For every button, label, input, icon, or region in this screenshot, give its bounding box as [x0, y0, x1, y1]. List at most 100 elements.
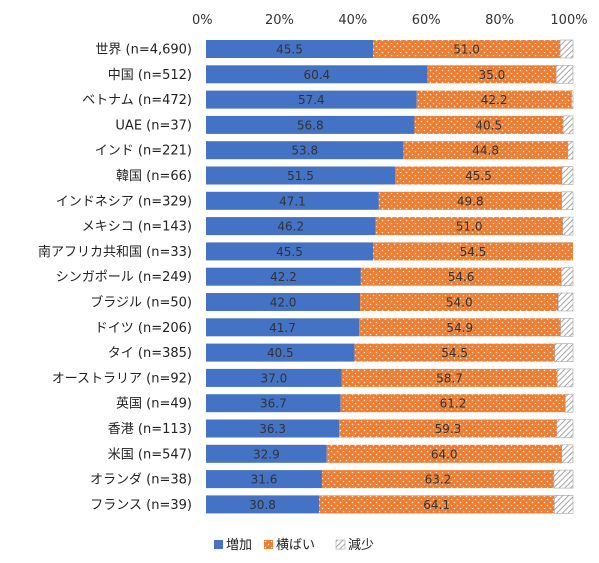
legend-label: 横ばい: [276, 538, 315, 553]
legend: 増加 横ばい 減少: [214, 537, 374, 553]
category-label: フランス (n=39): [90, 498, 192, 513]
bar-segment-2: [341, 368, 558, 387]
category-label: 韓国 (n=66): [116, 169, 192, 184]
bar-value-label: 54.0: [446, 296, 473, 310]
bar-value-label: 58.7: [436, 371, 463, 385]
bar-segment-2: [375, 217, 563, 236]
bar-value-label: 61.2: [440, 397, 467, 411]
bar-value-label: 51.0: [453, 43, 480, 57]
bar-value-label: 41.7: [269, 321, 296, 335]
bar-segment-3: [561, 166, 574, 185]
bar-segment-3: [553, 469, 574, 489]
bar-segment-1: [206, 141, 404, 160]
bars: [206, 39, 574, 514]
bar-segment-1: [206, 166, 396, 185]
bar-value-label: 40.5: [267, 346, 294, 360]
bar-value-label: 51.0: [456, 220, 483, 234]
category-label: シンガポール (n=249): [56, 270, 192, 285]
bar-value-label: 36.7: [260, 397, 287, 411]
bar-segment-2: [359, 318, 561, 337]
bar-value-label: 59.3: [435, 422, 462, 436]
category-label: ベトナム (n=472): [82, 93, 192, 108]
x-tick-label: 80%: [485, 13, 514, 28]
bar-value-label: 64.1: [423, 498, 450, 512]
bar-segment-2: [403, 141, 568, 160]
bar-value-label: 56.8: [297, 118, 324, 132]
bar-value-label: 54.6: [448, 270, 475, 284]
bar-segment-3: [555, 65, 574, 84]
legend-label: 増加: [226, 538, 252, 553]
category-label: メキシコ (n=143): [82, 220, 192, 235]
category-label: 英国 (n=49): [116, 397, 192, 412]
bar-segment-3: [560, 317, 574, 337]
bar-value-label: 32.9: [253, 447, 280, 461]
bar-segment-3: [567, 140, 574, 160]
legend-swatch: [264, 540, 273, 549]
bar-segment-1: [206, 343, 355, 362]
x-tick-label: 100%: [550, 13, 587, 28]
bar-segment-3: [562, 115, 574, 135]
bar-segment-2: [360, 293, 559, 311]
bar-value-label: 51.5: [287, 169, 314, 183]
category-label: 香港 (n=113): [108, 422, 192, 437]
bar-value-label: 45.5: [276, 43, 303, 57]
bar-segment-2: [319, 495, 555, 514]
legend-swatch: [214, 540, 223, 549]
category-label: インド (n=221): [95, 144, 192, 159]
bar-value-label: 36.3: [259, 422, 286, 436]
x-tick-label: 0%: [192, 13, 213, 28]
bar-segment-3: [556, 368, 574, 388]
bar-segment-1: [206, 242, 373, 261]
bar-segment-1: [206, 267, 361, 286]
bar-segment-1: [206, 318, 360, 337]
bar-value-label: 45.5: [465, 169, 492, 183]
bar-segment-3: [561, 191, 574, 211]
bar-segment-1: [206, 394, 341, 413]
bar-segment-1: [206, 217, 376, 236]
category-label: ドイツ (n=206): [95, 321, 192, 336]
bar-segment-1: [206, 293, 361, 311]
bar-segment-2: [414, 115, 564, 134]
bar-segment-2: [378, 191, 562, 210]
legend-swatch: [335, 539, 346, 550]
bar-segment-2: [372, 242, 573, 261]
bar-segment-1: [206, 115, 415, 134]
bar-value-label: 49.8: [457, 194, 484, 208]
bar-segment-2: [321, 470, 554, 489]
category-label: タイ (n=385): [108, 346, 192, 361]
bar-segment-1: [206, 470, 322, 489]
bar-segment-2: [395, 166, 562, 185]
bar-value-label: 47.1: [279, 194, 306, 208]
bar-value-label: 44.8: [472, 144, 499, 158]
x-tick-label: 60%: [412, 13, 441, 28]
bar-segment-3: [558, 292, 574, 312]
bar-segment-2: [326, 444, 562, 463]
bar-segment-1: [206, 368, 342, 387]
x-tick-label: 20%: [265, 13, 294, 28]
bar-segment-1: [206, 495, 320, 514]
category-label: ブラジル (n=50): [90, 295, 192, 311]
category-label: インドネシア (n=329): [56, 194, 192, 209]
bar-segment-1: [206, 419, 340, 438]
bar-value-label: 63.2: [425, 473, 452, 487]
x-axis-ticks: 0% 20% 40% 60% 80% 100%: [192, 13, 588, 28]
bar-segment-3: [554, 343, 574, 362]
bar-value-label: 37.0: [261, 371, 288, 385]
bar-value-label: 54.5: [460, 245, 487, 259]
bar-value-label: 54.5: [441, 346, 468, 360]
bar-segment-3: [571, 90, 574, 109]
bar-value-label: 54.9: [446, 321, 473, 335]
bar-segment-3: [560, 267, 574, 287]
category-label: オランダ (n=38): [90, 473, 192, 488]
bar-segment-1: [206, 65, 428, 84]
bar-value-label: 46.2: [277, 220, 304, 234]
bar-value-label: 31.6: [251, 473, 278, 487]
bar-value-label: 42.2: [481, 93, 508, 107]
bar-segment-1: [206, 444, 327, 463]
bar-segment-2: [416, 90, 572, 109]
bar-value-label: 42.0: [270, 296, 297, 310]
bar-segment-1: [206, 90, 417, 109]
bar-segment-3: [553, 495, 574, 514]
bar-segment-2: [339, 419, 557, 438]
